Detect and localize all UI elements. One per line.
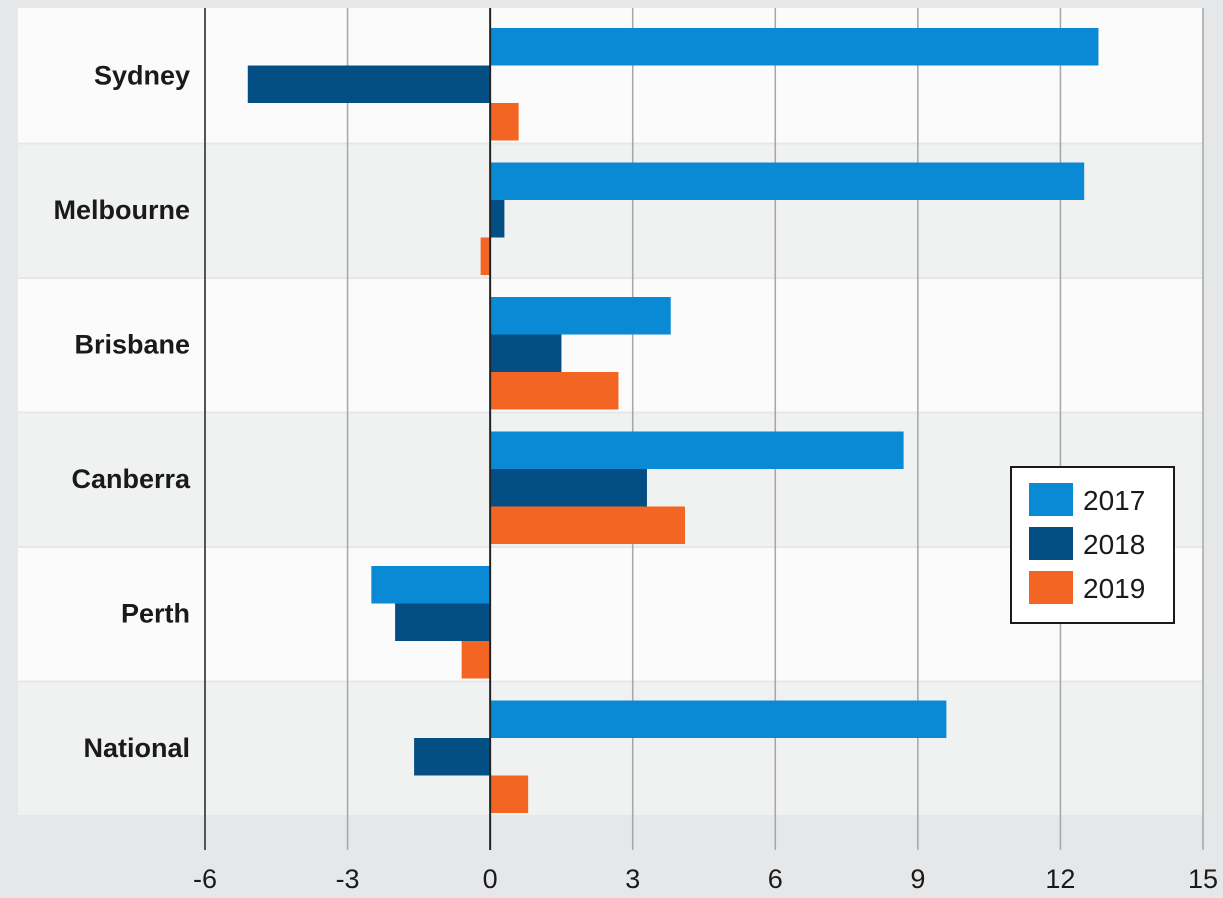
bar-melbourne-2017	[490, 162, 1085, 200]
legend-swatch-2017	[1029, 483, 1073, 516]
legend-swatch-2019	[1029, 571, 1073, 604]
x-tick-label: -3	[336, 864, 360, 894]
bar-national-2018	[414, 738, 491, 776]
bar-brisbane-2017	[490, 297, 671, 335]
category-band	[18, 548, 1203, 681]
bar-brisbane-2018	[490, 334, 562, 372]
x-tick-label: 15	[1188, 864, 1218, 894]
bar-perth-2019	[461, 641, 491, 679]
category-label: National	[83, 733, 190, 763]
legend-label-2017: 2017	[1083, 485, 1145, 516]
bar-canberra-2018	[490, 469, 647, 507]
bar-sydney-2019	[490, 103, 519, 141]
bar-canberra-2017	[490, 431, 904, 469]
bar-national-2019	[490, 775, 529, 813]
legend-label-2019: 2019	[1083, 573, 1145, 604]
x-tick-label: 0	[483, 864, 498, 894]
x-tick-labels: -6 -3 0 3 6 9 12 15	[193, 864, 1218, 894]
category-label: Melbourne	[53, 195, 190, 225]
category-label: Canberra	[71, 464, 191, 494]
bar-melbourne-2018	[490, 200, 505, 238]
bar-perth-2018	[395, 603, 491, 641]
legend-swatch-2018	[1029, 527, 1073, 560]
legend: 2017 2018 2019	[1010, 466, 1175, 624]
bars	[247, 28, 1099, 813]
x-tick-label: 6	[768, 864, 783, 894]
legend-label-2018: 2018	[1083, 529, 1145, 560]
bar-national-2017	[490, 700, 947, 738]
x-tick-label: 9	[910, 864, 925, 894]
x-tick-label: 3	[625, 864, 640, 894]
category-label: Sydney	[94, 60, 190, 90]
bar-canberra-2019	[490, 506, 685, 544]
category-label: Brisbane	[74, 329, 190, 359]
category-labels: Sydney Melbourne Brisbane Canberra Perth Nati…	[53, 60, 190, 763]
bar-brisbane-2019	[490, 372, 619, 410]
category-label: Perth	[121, 598, 190, 628]
bar-sydney-2018	[247, 65, 491, 103]
bar-melbourne-2019	[480, 237, 491, 275]
bar-sydney-2017	[490, 28, 1099, 66]
bar-perth-2017	[371, 566, 491, 604]
category-bands	[18, 8, 1203, 815]
x-tick-label: 12	[1045, 864, 1075, 894]
x-tick-label: -6	[193, 864, 217, 894]
